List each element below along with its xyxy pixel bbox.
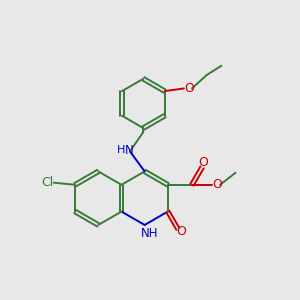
Text: O: O [176, 225, 186, 238]
Text: N: N [125, 143, 134, 157]
Text: NH: NH [141, 227, 158, 240]
Text: H: H [117, 145, 125, 155]
Text: O: O [212, 178, 222, 191]
Text: O: O [184, 82, 194, 95]
Text: O: O [199, 156, 208, 169]
Text: Cl: Cl [42, 176, 54, 189]
